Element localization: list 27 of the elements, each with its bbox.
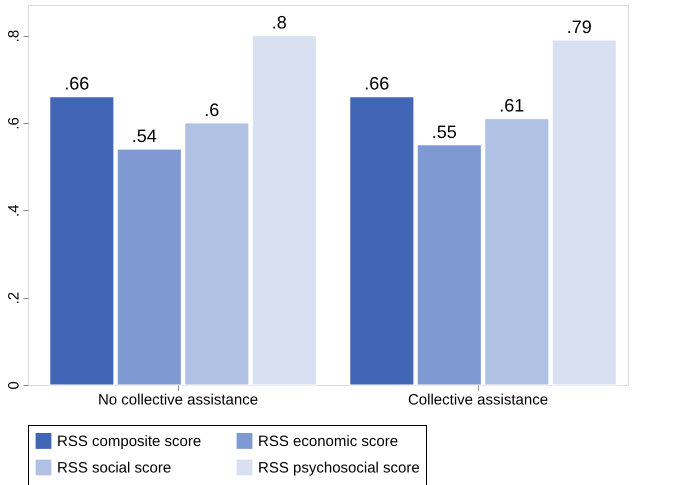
bar: [116, 148, 182, 386]
legend-label: RSS psychosocial score: [258, 460, 420, 476]
data-label: .66: [64, 74, 90, 94]
x-tick-label: No collective assistance: [98, 392, 258, 408]
legend-label: RSS composite score: [57, 432, 202, 450]
legend-label: RSS economic score: [258, 432, 398, 450]
y-tick-label: .2: [6, 292, 22, 304]
y-tick-label: .4: [6, 204, 22, 218]
y-tick-label: .6: [6, 117, 22, 130]
bar: [49, 96, 114, 386]
bar: [184, 122, 250, 386]
bar: [552, 39, 617, 386]
bar: [252, 35, 317, 386]
x-tick-label: Collective assistance: [408, 392, 548, 408]
data-label: .6: [204, 100, 220, 120]
y-tick-label: 0: [6, 381, 22, 390]
bar: [484, 118, 550, 386]
y-tick-label: .8: [6, 30, 22, 42]
legend-label: RSS social score: [57, 460, 172, 476]
data-label: .54: [132, 126, 157, 146]
data-label: .55: [432, 122, 457, 142]
data-label: .61: [499, 96, 524, 116]
bar: [416, 144, 482, 386]
data-label: .8: [272, 12, 287, 33]
bar: [349, 96, 414, 386]
data-label: .79: [566, 16, 592, 37]
data-label: .66: [364, 74, 390, 94]
